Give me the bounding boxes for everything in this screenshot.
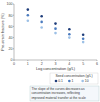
x-tick-label: 1 (27, 62, 29, 66)
point (82, 37, 85, 40)
y-tick-label: 60 (8, 25, 12, 29)
point (27, 20, 30, 23)
plot-marks (27, 8, 85, 43)
y-tick-label: 20 (8, 47, 12, 51)
legend-marker (68, 80, 71, 83)
point (54, 27, 57, 30)
point (40, 26, 43, 29)
point (68, 36, 71, 39)
y-tick (13, 15, 14, 16)
x-tick-label: 3 (55, 62, 57, 66)
point (27, 8, 30, 11)
x-tick-label: 5 (82, 62, 84, 66)
point (40, 15, 43, 18)
legend-marker (81, 80, 84, 83)
x-tick-label: 4 (68, 62, 70, 66)
y-tick (13, 60, 14, 61)
legend: Seed concentration (g/L)0.1 1 10 (50, 73, 98, 84)
y-tick (13, 48, 14, 49)
y-axis (14, 4, 15, 60)
legend-box (50, 73, 98, 84)
legend-marker (55, 80, 58, 83)
legend-title: Seed concentration (g/L) (55, 74, 92, 78)
x-tick-label: 2 (41, 62, 43, 66)
annotation-text: improved material transfer at the scale (32, 96, 86, 100)
annotation-box (30, 86, 99, 101)
point (54, 32, 57, 35)
point (68, 28, 71, 31)
legend-label: 0.1 (58, 79, 63, 83)
point (40, 21, 43, 24)
x-axis-label: Log concentration (g/L) (36, 67, 76, 71)
chart: 0204060801000123456Pre-strain fracture (… (0, 0, 100, 102)
x-axis (14, 60, 97, 61)
point (82, 34, 85, 37)
x-tick-label: 6 (96, 62, 98, 66)
page: {"chart_data": { "type": "scatter", "x_l… (0, 0, 100, 102)
legend-label: 10 (85, 79, 89, 83)
legend-label: 1 (72, 79, 74, 83)
y-tick (13, 26, 14, 27)
x-tick-label: 0 (13, 62, 15, 66)
y-tick-label: 40 (8, 36, 12, 40)
y-tick (13, 37, 14, 38)
y-tick-label: 80 (8, 14, 12, 18)
point (27, 14, 30, 17)
y-tick (13, 4, 14, 5)
point (54, 22, 57, 25)
y-axis-label: Pre-strain fracture (%) (1, 13, 5, 51)
point (82, 41, 85, 44)
point (68, 33, 71, 36)
annotation: The slope of the curves decreases asconc… (30, 86, 99, 101)
y-tick-label: 100 (6, 2, 12, 6)
